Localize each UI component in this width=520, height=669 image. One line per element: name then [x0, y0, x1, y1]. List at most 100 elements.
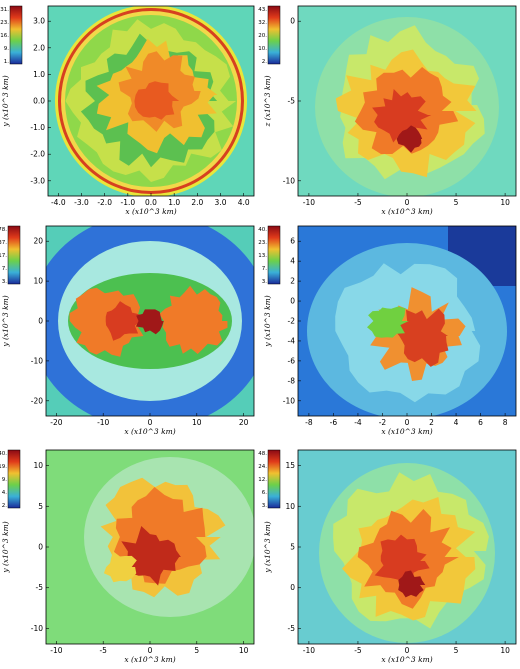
colorbar-label: 78. — [0, 227, 7, 233]
colorbar-label: 23. — [0, 20, 9, 26]
colorbar — [267, 449, 281, 509]
figure-p1: -4.0 -3.0 -2.0 -1.0 0.0 1.0 2.0 3.0 4.03.02.01.0… — [0, 5, 255, 216]
panel-5: -10 -5 0 5 10 10 5 0 -5 -10 x (x10^3 km) y (x10^3 k… — [0, 446, 260, 668]
y-tick-label: 0 — [290, 17, 295, 26]
colorbar-label: 6. — [262, 490, 267, 496]
y-tick-label: 0 — [290, 297, 295, 306]
x-tick-label: -2.0 — [97, 198, 112, 207]
figure-p6: -10 -5 0 5 10 15 10 5 0 -5 x (x10^3 km) y (x10^3 km… — [258, 449, 517, 664]
x-axis-label: x (x10^3 km) — [125, 207, 176, 216]
y-tick-label: 6 — [290, 237, 295, 246]
figure-p4: -8 -6 -4 -2 0 2 4 6 8 6 4 2 0 -2 -4 -6 -8 -10 x (x10^3 km)… — [258, 225, 517, 436]
colorbar — [7, 449, 21, 509]
colorbar-label: 32. — [258, 20, 267, 26]
y-tick-label: -10 — [31, 356, 43, 365]
colorbar-label: 10. — [258, 46, 267, 52]
y-tick-label: -4 — [288, 336, 296, 345]
colorbar-label: 7. — [2, 266, 7, 272]
x-tick-label: 4 — [454, 418, 459, 427]
plot-area — [298, 226, 516, 416]
x-tick-label: 8 — [503, 418, 508, 427]
x-tick-label: -10 — [97, 418, 109, 427]
y-tick-label: -6 — [288, 356, 296, 365]
colorbar-label: 19. — [0, 464, 7, 470]
y-tick-label: 0 — [38, 543, 43, 552]
colorbar-label: 7. — [262, 266, 267, 272]
x-tick-label: -4.0 — [51, 198, 66, 207]
y-tick-label: 2.0 — [33, 43, 45, 52]
x-tick-label: -3.0 — [74, 198, 89, 207]
colorbar — [7, 225, 21, 285]
x-tick-label: -8 — [305, 418, 313, 427]
x-tick-label: -10 — [303, 198, 315, 207]
colorbar-label: 2. — [2, 503, 7, 509]
y-axis-label: y (x10^3 km) — [263, 295, 272, 347]
x-tick-label: 0 — [148, 646, 153, 655]
x-tick-label: 4.0 — [238, 198, 250, 207]
y-tick-label: 2 — [290, 277, 295, 286]
y-axis-label: y (x10^3 km) — [1, 521, 10, 573]
colorbar-label: 12. — [258, 477, 267, 483]
colorbar-label: 4. — [2, 490, 7, 496]
y-tick-label: -5 — [288, 97, 296, 106]
plot-area — [48, 6, 254, 196]
colorbar-label: 3. — [262, 503, 267, 509]
panel-2: -10 -5 0 5 10 0 -5 -10 x (x10^3 km) z (x10^3 km) 4… — [258, 0, 520, 220]
y-tick-label: 10 — [33, 461, 43, 470]
x-axis-label: x (x10^3 km) — [381, 427, 432, 436]
y-tick-label: 0.0 — [33, 97, 45, 106]
x-tick-label: 10 — [500, 198, 510, 207]
y-tick-label: 10 — [285, 502, 295, 511]
x-tick-label: 0.0 — [145, 198, 157, 207]
x-tick-label: -5 — [99, 646, 107, 655]
y-axis-label: y (x10^3 km) — [263, 521, 272, 573]
x-tick-label: 5 — [194, 646, 199, 655]
colorbar-label: 17. — [0, 253, 7, 259]
x-axis-label: x (x10^3 km) — [124, 655, 175, 664]
colorbar-label: 37. — [0, 240, 7, 246]
x-tick-label: 0 — [148, 418, 153, 427]
colorbar-label: 43. — [258, 7, 267, 13]
y-tick-label: -10 — [31, 624, 43, 633]
figure-p3: -20 -10 0 10 20 20 10 0 -10 -20 x (x10^3 km) y (x10… — [0, 225, 255, 436]
y-tick-label: 4 — [290, 257, 295, 266]
x-tick-label: -10 — [303, 646, 315, 655]
colorbar — [9, 5, 23, 65]
x-tick-label: 2.0 — [191, 198, 203, 207]
x-tick-label: 20 — [239, 418, 249, 427]
x-axis-label: x (x10^3 km) — [381, 207, 432, 216]
x-tick-label: 5 — [454, 646, 459, 655]
y-tick-label: -5 — [36, 583, 44, 592]
y-tick-label: 20 — [33, 237, 43, 246]
colorbar-label: 40. — [0, 451, 7, 457]
x-tick-label: -10 — [50, 646, 62, 655]
y-tick-label: 10 — [33, 277, 43, 286]
x-tick-label: 2 — [429, 418, 434, 427]
x-tick-label: 0 — [405, 646, 410, 655]
panel-3: -20 -10 0 10 20 20 10 0 -10 -20 x (x10^3 km) y (x10… — [0, 222, 260, 442]
colorbar-label: 9. — [2, 477, 7, 483]
colorbar-label: 2. — [262, 59, 267, 65]
x-tick-label: 10 — [239, 646, 249, 655]
figure-p5: -10 -5 0 5 10 10 5 0 -5 -10 x (x10^3 km) y (x10^3 k… — [0, 449, 255, 664]
plot-area — [46, 450, 254, 644]
figure-p2: -10 -5 0 5 10 0 -5 -10 x (x10^3 km) z (x10^3 km) 4… — [258, 5, 517, 216]
x-axis-label: x (x10^3 km) — [381, 655, 432, 664]
x-tick-label: 10 — [500, 646, 510, 655]
x-tick-label: -20 — [50, 418, 62, 427]
panel-4: -8 -6 -4 -2 0 2 4 6 8 6 4 2 0 -2 -4 -6 -8 -10 x (x10^3 km)… — [258, 222, 520, 442]
y-tick-label: 1.0 — [33, 70, 45, 79]
x-tick-label: 0 — [405, 198, 410, 207]
y-tick-label: -10 — [283, 176, 295, 185]
y-axis-label: y (x10^3 km) — [1, 295, 10, 347]
y-tick-label: 15 — [285, 461, 295, 470]
y-tick-label: 5 — [38, 502, 43, 511]
plot-area — [46, 226, 254, 416]
x-tick-label: -5 — [354, 646, 362, 655]
y-axis-label: y (x10^3 km) — [1, 75, 10, 127]
y-tick-label: -1.0 — [30, 123, 45, 132]
y-tick-label: 0 — [38, 317, 43, 326]
colorbar-label: 9. — [4, 46, 9, 52]
colorbar-label: 1. — [4, 59, 9, 65]
colorbar-label: 40. — [258, 227, 267, 233]
